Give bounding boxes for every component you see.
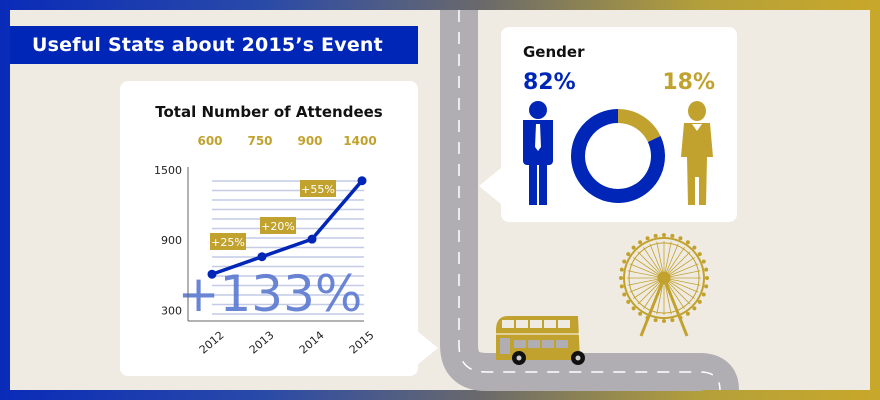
growth-label: +55% [301, 183, 335, 196]
x-tick-label: 2014 [297, 329, 327, 357]
x-tick-label: 2015 [347, 329, 377, 357]
value-label: 750 [247, 134, 272, 148]
growth-label: +20% [261, 220, 295, 233]
value-label: 600 [197, 134, 222, 148]
double-decker-bus-icon [496, 316, 585, 365]
male-percent: 82% [523, 70, 576, 95]
female-percent: 18% [662, 70, 715, 95]
data-point [207, 269, 217, 279]
card2-pointer [479, 168, 501, 204]
value-label: 900 [297, 134, 322, 148]
growth-badge [300, 180, 336, 197]
y-tick-label: 900 [161, 234, 182, 247]
x-tick-label: 2013 [247, 329, 277, 357]
data-point [357, 176, 367, 186]
gender-chart: Gender 82% 18% [523, 43, 715, 205]
growth-badge [260, 217, 296, 234]
card1-pointer [416, 330, 438, 366]
ferris-wheel-icon [619, 233, 709, 337]
page-title: Useful Stats about 2015’s Event [10, 26, 418, 64]
value-label: 1400 [343, 134, 376, 148]
growth-badge [210, 233, 246, 250]
male-figure-icon [523, 101, 553, 205]
overall-growth-label: +133% [178, 265, 363, 323]
gender-title: Gender [523, 43, 585, 61]
growth-label: +25% [211, 236, 245, 249]
attendees-line [211, 179, 364, 276]
data-point [307, 234, 317, 244]
donut-slice-male [571, 109, 665, 203]
data-point [257, 252, 267, 262]
y-tick-label: 1500 [154, 164, 182, 177]
attendees-line-chart: Total Number of Attendees +133% 300 900 15… [154, 103, 383, 357]
donut-slice-female [617, 109, 661, 143]
y-tick-label: 300 [161, 304, 182, 317]
female-figure-icon [681, 101, 713, 205]
x-tick-label: 2012 [197, 329, 227, 357]
chart-title: Total Number of Attendees [155, 103, 383, 121]
